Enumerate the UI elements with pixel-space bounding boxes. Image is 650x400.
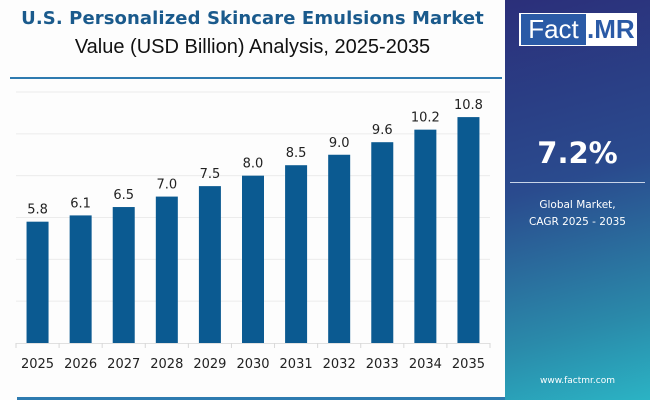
x-tick-label-2031: 2031	[280, 357, 313, 372]
bars	[26, 117, 480, 343]
data-label-2028: 7.0	[156, 178, 177, 193]
cagr-label-line2: CAGR 2025 - 2035	[528, 216, 626, 228]
x-tick-label-2027: 2027	[107, 357, 140, 372]
bar-chart: 5.8 6.1 6.5 7.0 7.5 8.0 8.5 9.0 9.6 10.2 10.8 2025…	[15, 91, 491, 372]
x-tick-label-2028: 2028	[150, 357, 183, 372]
x-tick-label-2032: 2032	[323, 357, 356, 372]
x-axis: 2025 2026 2027 2028 2029 2030 2031 2032 2033 2034…	[15, 343, 491, 372]
bar-2032	[328, 154, 351, 343]
x-tick-label-2025: 2025	[21, 357, 54, 372]
data-labels: 5.8 6.1 6.5 7.0 7.5 8.0 8.5 9.0 9.6 10.2 10.8	[27, 98, 483, 218]
bar-2034	[414, 129, 437, 343]
data-label-2032: 9.0	[329, 136, 350, 151]
cagr-divider	[510, 182, 645, 183]
x-tick-label-2029: 2029	[193, 357, 226, 372]
data-label-2034: 10.2	[411, 111, 440, 126]
data-label-2033: 9.6	[372, 123, 393, 138]
x-tick-label-2030: 2030	[236, 357, 269, 372]
chart-title: U.S. Personalized Skincare Emulsions Mar…	[21, 8, 484, 29]
sidebar-panel: Fact .MR 7.2% Global Market, CAGR 2025 -…	[505, 0, 650, 400]
bar-2028	[155, 196, 178, 343]
bar-2033	[371, 142, 394, 343]
logo-mr-text: .MR	[587, 14, 635, 44]
bar-2029	[198, 186, 221, 343]
data-label-2030: 8.0	[243, 157, 264, 172]
footer-divider	[17, 397, 507, 400]
bar-2035	[457, 117, 480, 343]
bar-2031	[285, 165, 308, 343]
factmr-logo: Fact .MR	[519, 13, 637, 46]
cagr-label: Global Market, CAGR 2025 - 2035	[505, 197, 650, 231]
data-label-2031: 8.5	[286, 146, 307, 161]
header-divider	[10, 77, 502, 79]
x-tick-label-2034: 2034	[409, 357, 442, 372]
bar-2026	[69, 215, 92, 343]
bar-2025	[26, 221, 49, 343]
x-tick-label-2026: 2026	[64, 357, 97, 372]
x-tick-label-2033: 2033	[366, 357, 399, 372]
data-label-2035: 10.8	[454, 98, 483, 113]
data-label-2027: 6.5	[113, 188, 134, 203]
logo-fact-text: Fact	[521, 14, 586, 45]
bar-2030	[242, 175, 264, 343]
x-tick-label-2035: 2035	[452, 357, 485, 372]
cagr-label-line1: Global Market,	[539, 199, 616, 211]
chart-subtitle: Value (USD Billion) Analysis, 2025-2035	[74, 36, 431, 58]
data-label-2026: 6.1	[70, 196, 91, 211]
bar-2027	[112, 207, 135, 343]
data-label-2029: 7.5	[200, 167, 221, 182]
website-url: www.factmr.com	[539, 376, 615, 386]
cagr-value: 7.2%	[537, 136, 618, 170]
data-label-2025: 5.8	[27, 203, 48, 218]
